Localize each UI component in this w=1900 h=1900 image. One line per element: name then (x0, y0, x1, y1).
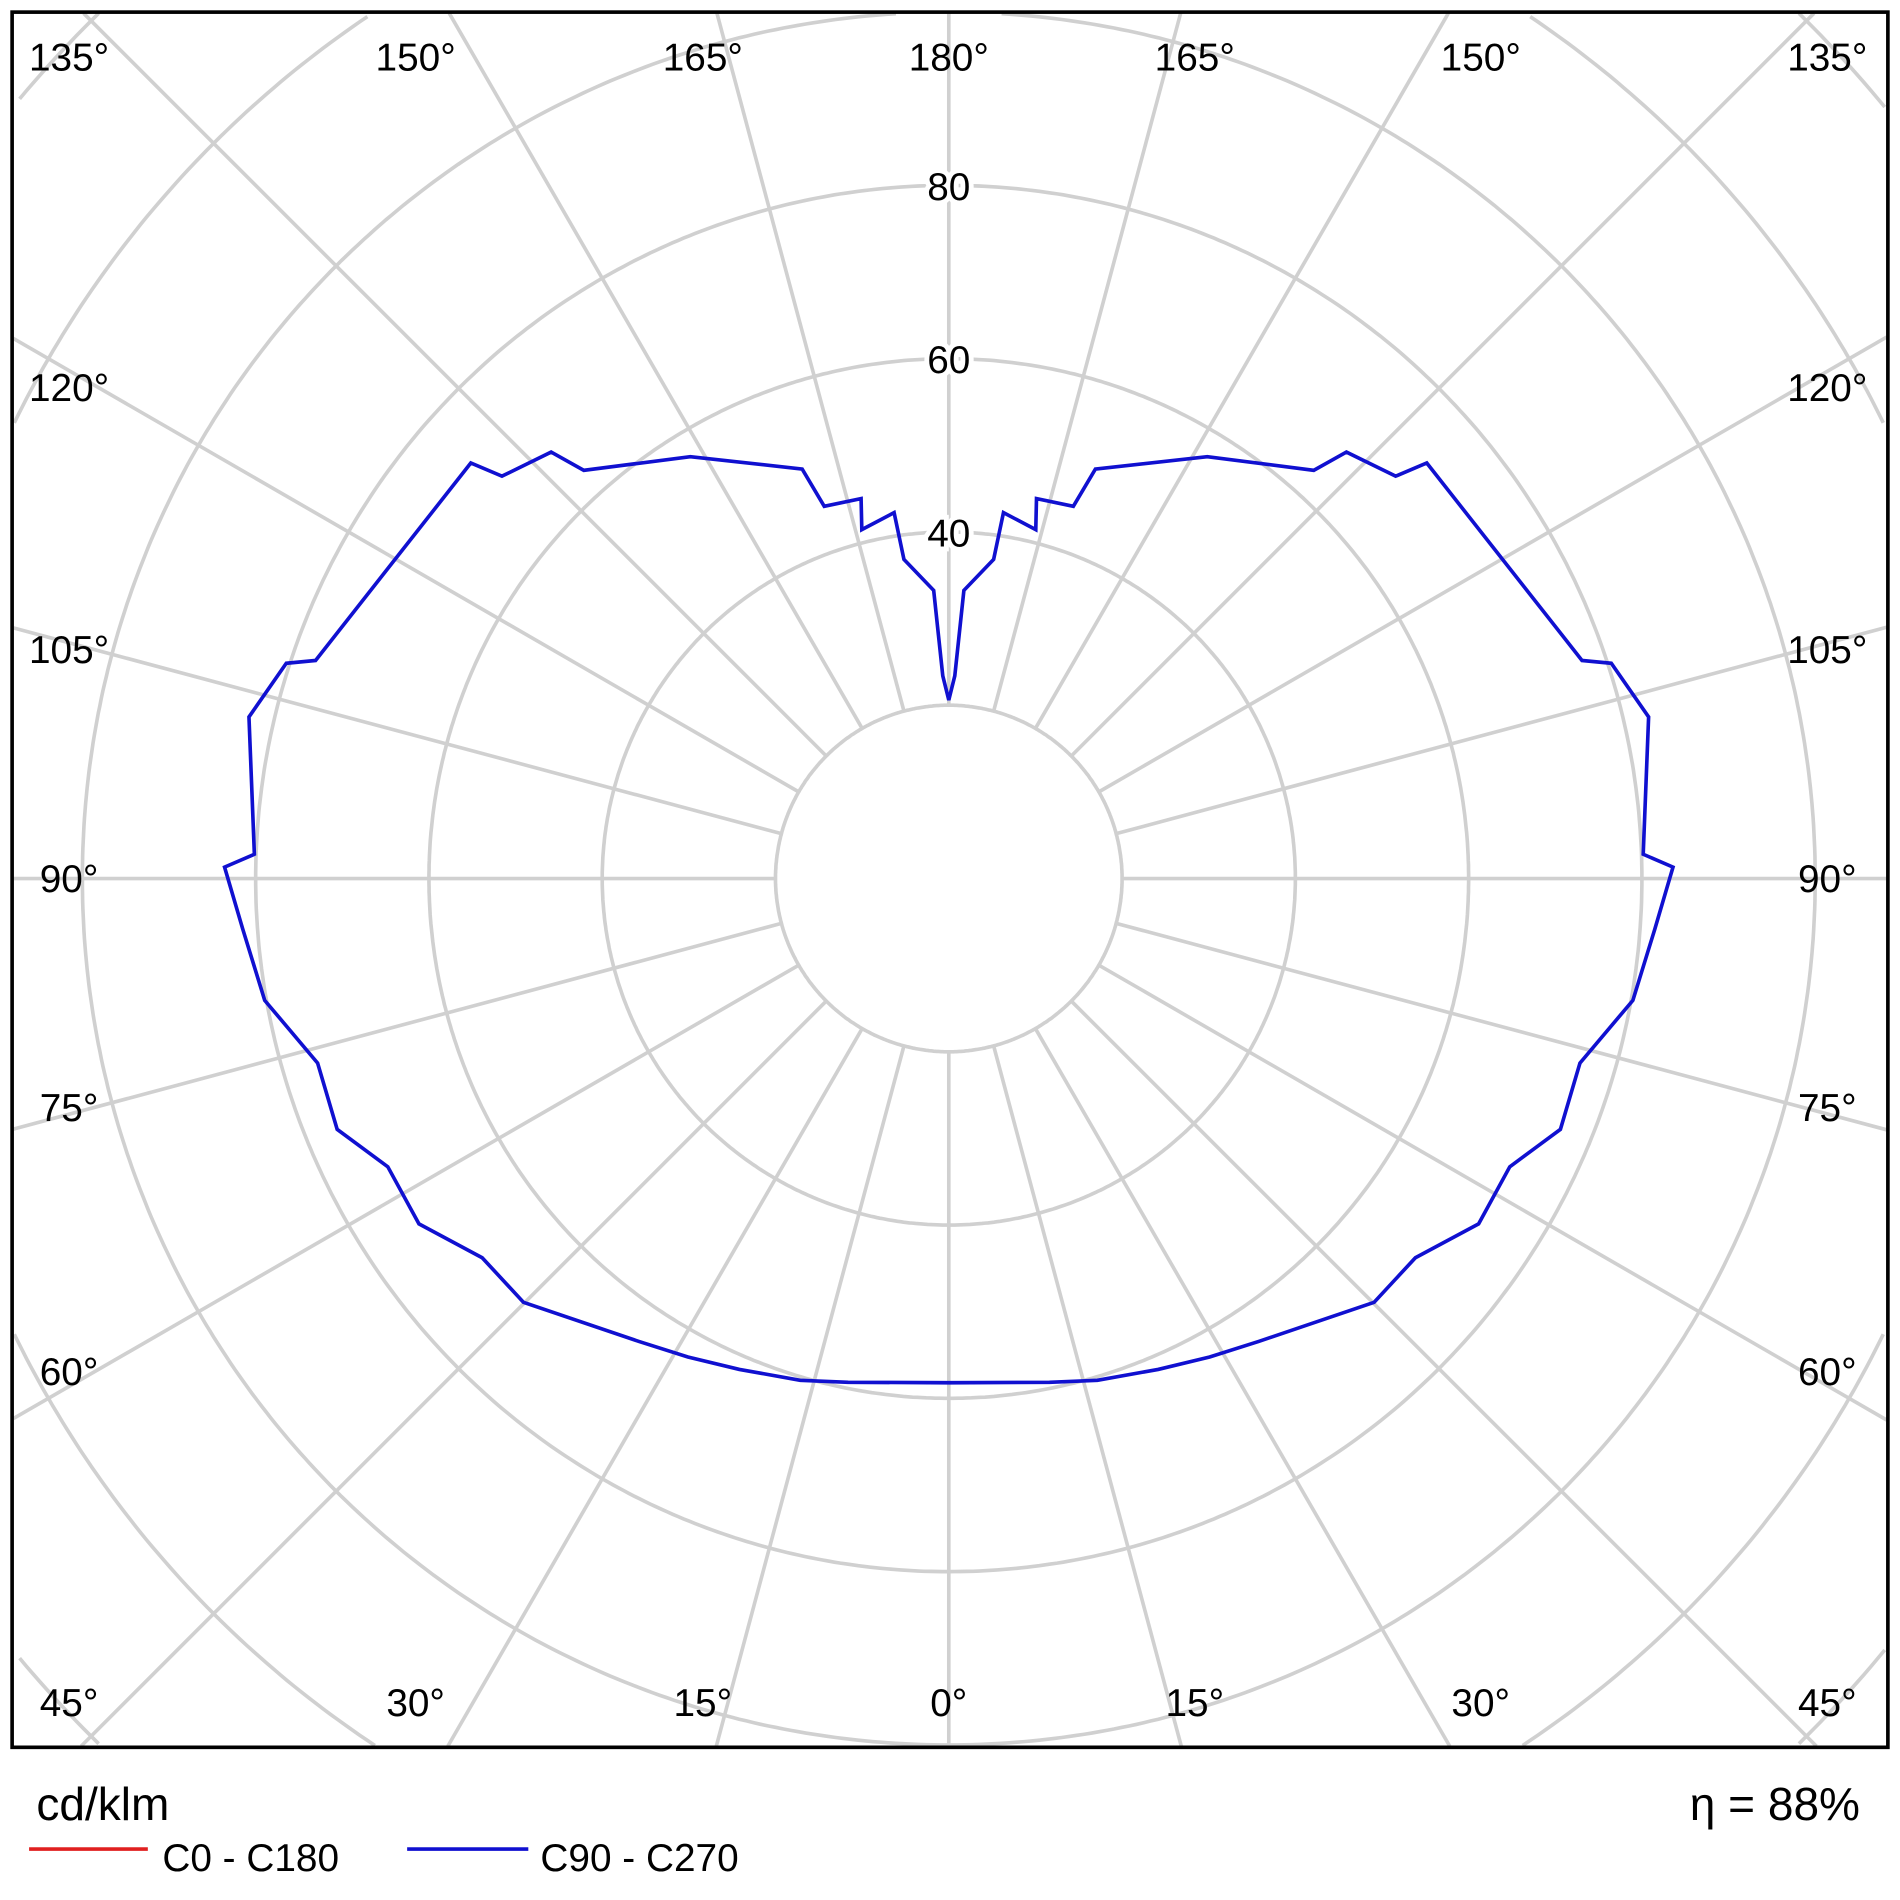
grid-ring-140 (18, 1656, 100, 1745)
angle-label-bottom: 30° (1451, 1682, 1510, 1725)
legend: C0 - C180 C90 - C270 (29, 1837, 739, 1880)
angle-label-top: 165° (663, 36, 743, 79)
grid-ring-120 (1521, 1333, 1885, 1748)
grid-spoke (12, 921, 782, 1131)
grid-spoke (12, 626, 782, 836)
angle-label-top: 135° (29, 36, 109, 79)
angle-label-left: 105° (29, 629, 109, 672)
grid-spoke (1070, 12, 1816, 758)
radial-tick-label: 60 (927, 339, 970, 382)
grid-spoke (12, 963, 800, 1421)
angle-label-top: 135° (1787, 36, 1867, 79)
grid-spoke (1070, 999, 1818, 1748)
angle-label-bottom: 45° (1798, 1682, 1857, 1725)
grid-spoke (991, 12, 1183, 712)
grid-ring-100 (1001, 11, 1817, 879)
angle-label-left: 120° (29, 367, 109, 410)
grid-spoke (1097, 335, 1888, 794)
angle-label-right: 105° (1787, 629, 1867, 672)
grid-spoke (12, 336, 800, 794)
angle-label-top: 150° (1441, 36, 1521, 79)
angle-label-right: 75° (1798, 1087, 1857, 1130)
grid-spoke (991, 1045, 1184, 1747)
grid-ring-120 (12, 1333, 376, 1748)
radial-tick-label: 40 (927, 512, 970, 555)
grid-spoke (1033, 12, 1450, 730)
angle-label-right: 60° (1798, 1351, 1857, 1394)
grid-spoke (1097, 963, 1888, 1422)
angle-label-left: 90° (40, 858, 99, 901)
legend-label-c0-c180: C0 - C180 (162, 1837, 339, 1880)
legend-label-c90-c270: C90 - C270 (540, 1837, 738, 1880)
grid-spoke (715, 12, 906, 712)
grid-spoke (1115, 921, 1888, 1132)
grid-spoke (714, 1045, 906, 1747)
grid-spoke (446, 1027, 864, 1748)
grid-spoke (1115, 625, 1888, 836)
angle-label-left: 75° (40, 1087, 99, 1130)
angle-label-right: 90° (1798, 858, 1857, 901)
angle-label-bottom: 30° (386, 1682, 445, 1725)
grid-ring-120 (12, 15, 369, 424)
grid-spoke (447, 12, 864, 730)
grid-spoke (82, 12, 828, 758)
angle-label-bottom: 0° (930, 1682, 967, 1725)
grid-ring-140 (1797, 12, 1887, 109)
series-curve-c90-c270 (222, 450, 1676, 1385)
grid-ring-140 (18, 12, 100, 101)
axis-labels: 40 60 80 135° 150° 165° 180° 165° 150° 135° 45° 30°… (29, 36, 1867, 1725)
angle-label-top: 165° (1155, 36, 1235, 79)
grid-ring-120 (1529, 15, 1885, 424)
curves (222, 450, 1676, 1385)
grid-spoke (79, 999, 828, 1748)
grid-ring-100 (80, 11, 1817, 1747)
angle-label-bottom: 45° (40, 1682, 99, 1725)
grid-spoke (1033, 1027, 1452, 1748)
angle-label-top: 150° (376, 36, 456, 79)
angle-label-left: 60° (40, 1351, 99, 1394)
angle-label-right: 120° (1787, 367, 1867, 410)
unit-label: cd/klm (36, 1778, 169, 1830)
angle-label-bottom: 15° (673, 1682, 732, 1725)
angle-label-top: 180° (909, 36, 989, 79)
efficiency-label: η = 88% (1690, 1778, 1860, 1830)
grid-ring-20 (773, 703, 1124, 1054)
radial-tick-label: 80 (927, 166, 970, 209)
grid-ring-140 (1797, 1648, 1887, 1745)
plot-frame (10, 10, 1890, 1750)
polar-grid (12, 11, 1888, 1748)
angle-label-bottom: 15° (1165, 1682, 1224, 1725)
